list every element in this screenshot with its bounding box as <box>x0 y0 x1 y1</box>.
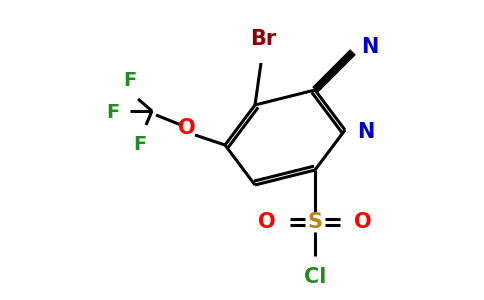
Text: O: O <box>354 212 372 232</box>
Text: O: O <box>258 212 276 232</box>
Text: Cl: Cl <box>304 267 326 287</box>
Text: N: N <box>357 122 375 142</box>
Text: F: F <box>107 103 120 122</box>
Text: N: N <box>361 37 378 57</box>
Text: F: F <box>134 135 147 154</box>
Text: O: O <box>178 118 196 138</box>
Text: S: S <box>307 212 322 232</box>
Text: F: F <box>123 71 136 90</box>
Text: Br: Br <box>250 29 276 49</box>
